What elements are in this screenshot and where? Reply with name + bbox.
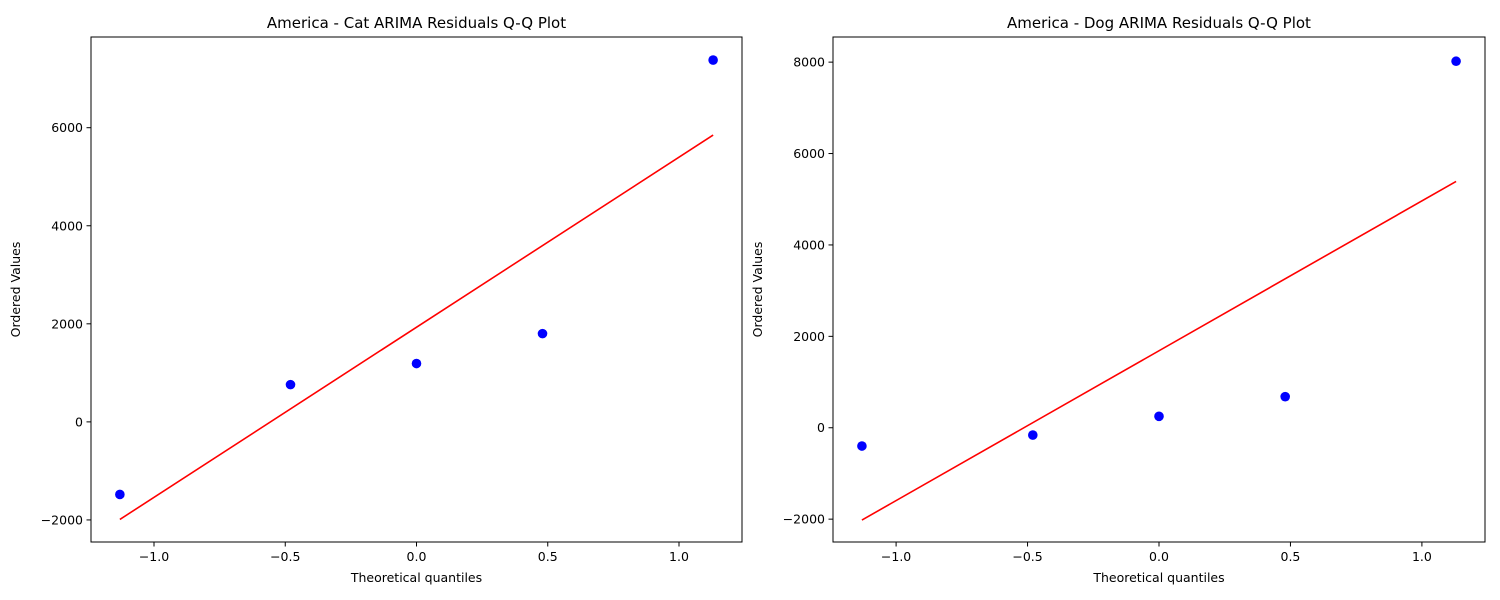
axes-frame bbox=[832, 36, 1486, 543]
y-axis-label: Ordered Values bbox=[750, 242, 765, 338]
chart-title: America - Cat ARIMA Residuals Q-Q Plot bbox=[267, 14, 566, 32]
axes-frame bbox=[90, 36, 743, 543]
y-tick-label: −2000 bbox=[783, 512, 825, 527]
data-point bbox=[411, 358, 422, 369]
y-tick-label: 0 bbox=[75, 414, 83, 429]
x-tick-label: 1.0 bbox=[669, 549, 689, 564]
y-tick-label: 0 bbox=[817, 420, 825, 435]
fit-line bbox=[119, 134, 714, 521]
data-point bbox=[1028, 430, 1038, 440]
y-tick-label: 2000 bbox=[793, 329, 825, 344]
y-tick-label: 4000 bbox=[793, 237, 825, 252]
x-tick-label: 0.0 bbox=[1149, 549, 1169, 564]
data-point bbox=[1451, 56, 1461, 67]
data-point bbox=[1154, 411, 1164, 422]
y-tick-label: −2000 bbox=[41, 512, 83, 527]
x-tick-label: 0.5 bbox=[538, 549, 558, 564]
x-tick-label: 0.5 bbox=[1281, 549, 1301, 564]
data-point bbox=[708, 55, 718, 65]
chart-title: America - Dog ARIMA Residuals Q-Q Plot bbox=[1007, 14, 1311, 32]
data-point bbox=[857, 441, 867, 451]
y-tick-label: 2000 bbox=[51, 316, 83, 331]
x-tick-label: −1.0 bbox=[881, 549, 911, 564]
chart-panel-1: America - Cat ARIMA Residuals Q-Q Plot −1… bbox=[8, 14, 743, 585]
data-point bbox=[537, 328, 548, 339]
y-tick-label: 6000 bbox=[793, 146, 825, 161]
fit-line bbox=[861, 180, 1457, 521]
x-tick-label: 0.0 bbox=[407, 549, 427, 564]
y-tick-label: 4000 bbox=[51, 218, 83, 233]
chart-panel-2: America - Dog ARIMA Residuals Q-Q Plot −1… bbox=[750, 14, 1486, 585]
x-tick-label: −0.5 bbox=[1012, 549, 1042, 564]
x-tick-label: −0.5 bbox=[270, 549, 300, 564]
x-axis-label: Theoretical quantiles bbox=[350, 570, 482, 585]
x-tick-label: 1.0 bbox=[1412, 549, 1432, 564]
data-point bbox=[285, 379, 296, 390]
x-tick-label: −1.0 bbox=[139, 549, 169, 564]
data-point bbox=[115, 489, 125, 500]
y-axis-label: Ordered Values bbox=[8, 242, 23, 338]
y-tick-label: 6000 bbox=[51, 120, 83, 135]
x-axis-label: Theoretical quantiles bbox=[1092, 570, 1224, 585]
y-tick-label: 8000 bbox=[793, 55, 825, 70]
data-point bbox=[1280, 391, 1290, 402]
